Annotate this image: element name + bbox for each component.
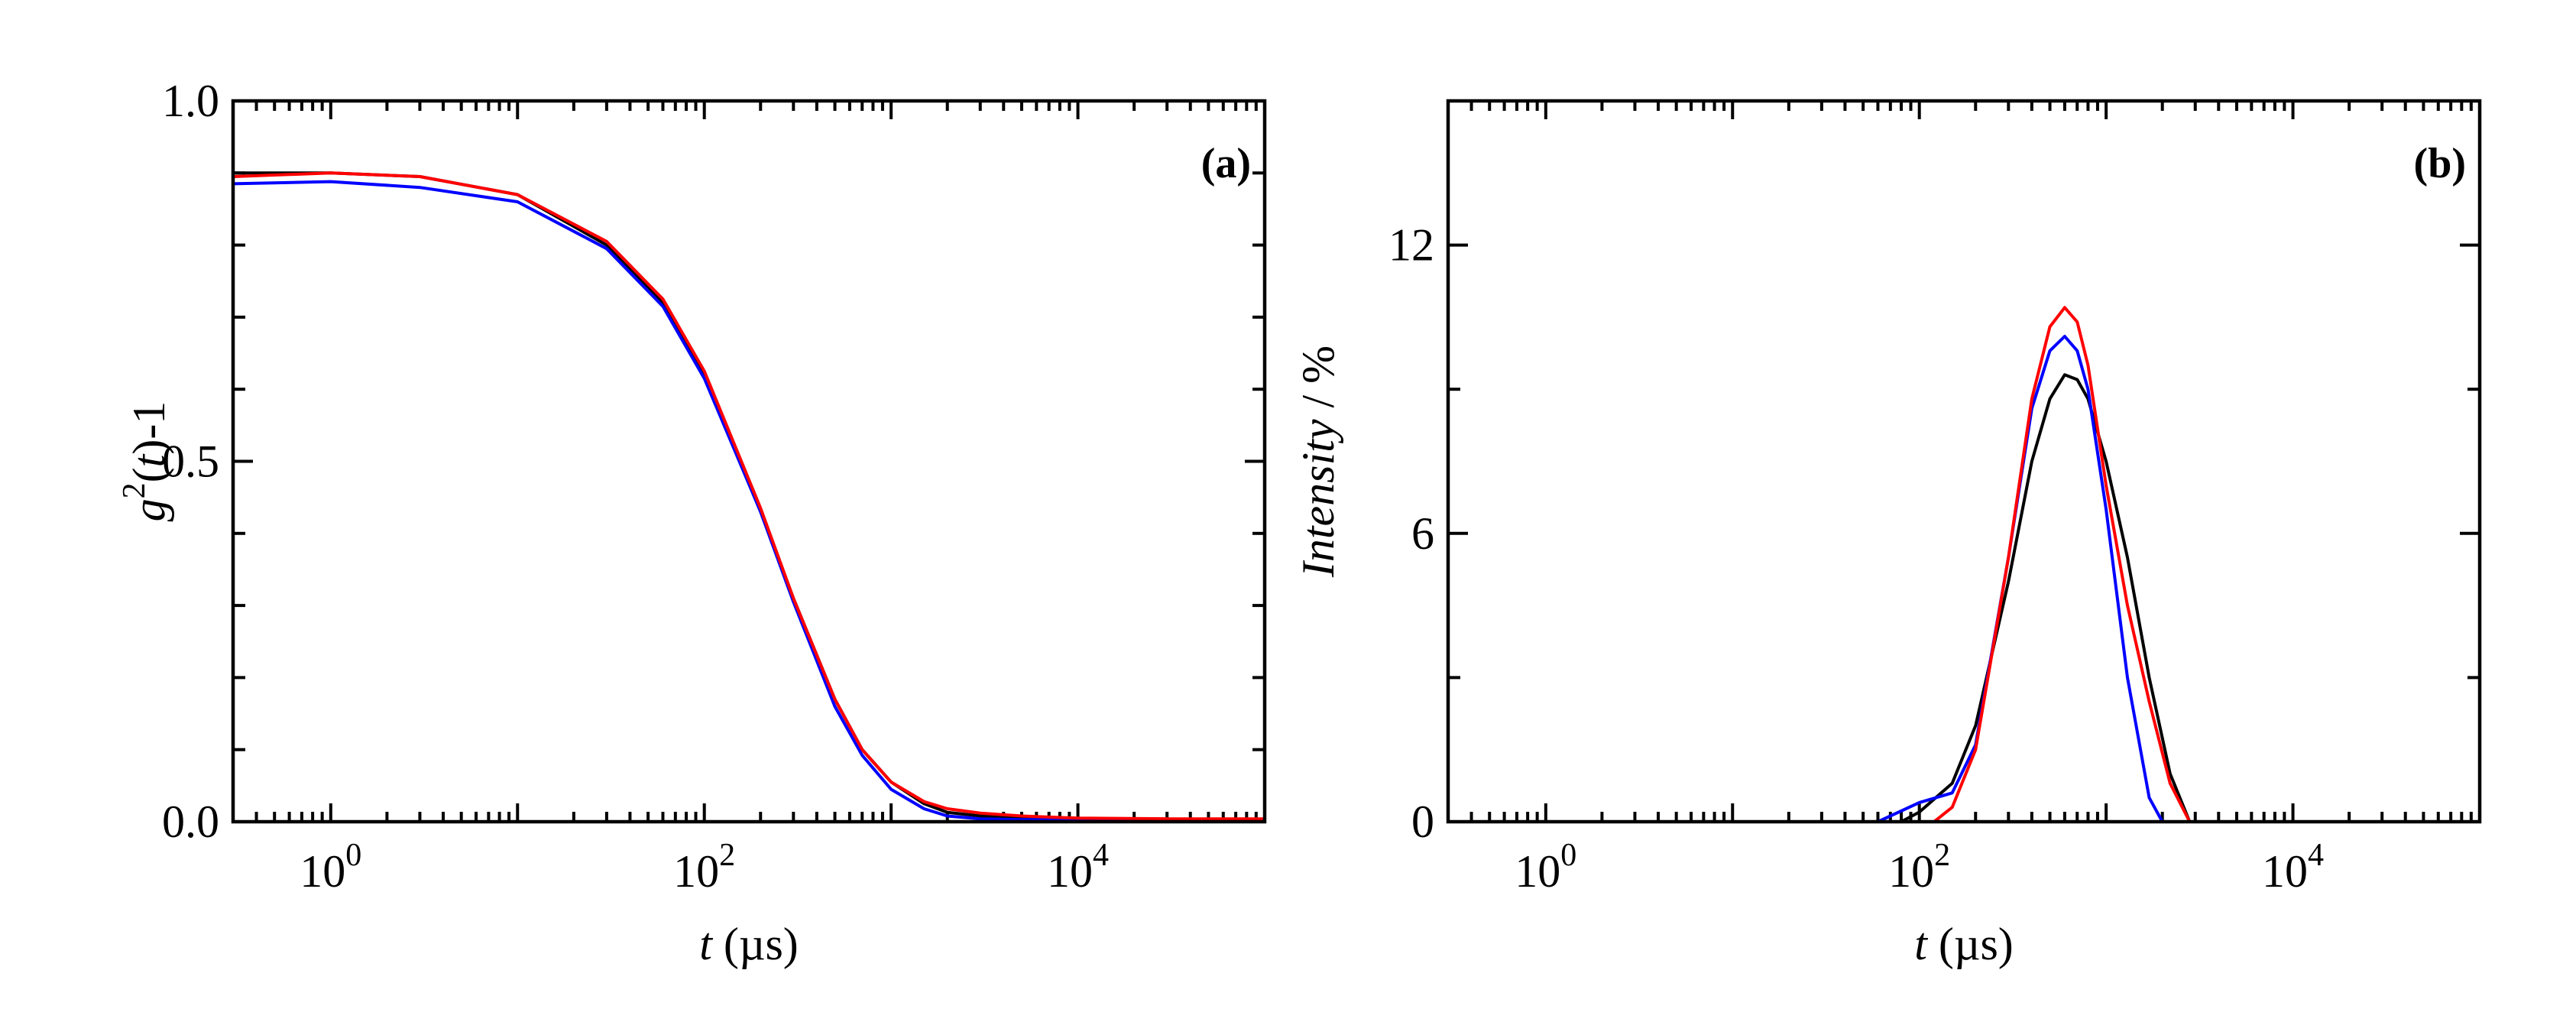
x-tick-label: 102 <box>673 838 735 897</box>
panel-a: 100 102 104 0.0 0.5 1.0 t (µs) g2(t)-1 (a) <box>117 76 1267 969</box>
series-line-blue <box>232 180 1265 822</box>
x-tick-marks <box>232 101 1266 822</box>
y-axis-label: g2(t)-1 <box>117 401 174 522</box>
series-group <box>1877 306 2192 823</box>
y-tick-marks <box>233 99 1265 823</box>
y-axis-label: Intensity / % <box>1293 346 1343 578</box>
y-tick-marks <box>1448 99 2480 823</box>
series-line-black <box>1900 373 2192 823</box>
panel-b: 100 102 104 0 6 12 t (µs) Intensity / % (b) <box>1293 99 2482 969</box>
y-tick-label: 0.5 <box>162 436 219 487</box>
panel-label: (b) <box>2414 140 2466 187</box>
series-line-red <box>232 171 1265 821</box>
series-line-black <box>233 171 1265 822</box>
x-tick-label: 104 <box>2262 838 2324 897</box>
series-group <box>232 171 1265 822</box>
x-tick-label: 100 <box>1515 838 1576 897</box>
series-line-blue <box>1877 335 2164 823</box>
plot-frame <box>1446 99 2482 824</box>
series-line-red <box>1933 306 2192 823</box>
panel-label: (a) <box>1201 140 1251 187</box>
x-tick-label: 100 <box>300 838 361 897</box>
x-axis-label: t (µs) <box>1914 919 2014 969</box>
x-axis-label: t (µs) <box>699 919 799 969</box>
y-tick-label: 0.0 <box>162 796 219 847</box>
y-tick-label: 1.0 <box>162 76 219 126</box>
y-tick-label: 12 <box>1388 220 1434 271</box>
x-tick-label: 102 <box>1888 838 1950 897</box>
y-tick-label: 0 <box>1411 796 1434 847</box>
x-tick-label: 104 <box>1047 838 1109 897</box>
x-tick-marks <box>1447 101 2481 822</box>
plot-frame <box>231 99 1267 824</box>
y-tick-label: 6 <box>1411 508 1434 559</box>
